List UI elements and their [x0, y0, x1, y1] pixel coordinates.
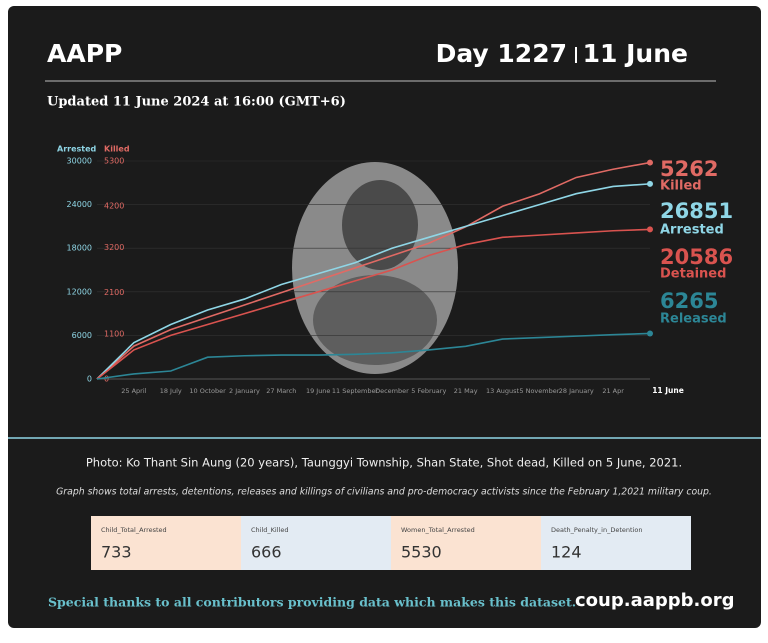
series-line [96, 228, 651, 380]
site: coup.aappb.org [575, 590, 735, 611]
x-tick-label: 5 February [411, 387, 446, 395]
caption: Photo: Ko Thant Sin Aung (20 years), Tau… [86, 456, 682, 470]
end-series-label: Killed [660, 179, 702, 194]
stat-card [541, 516, 691, 570]
x-tick-label: 21 Apr [602, 387, 624, 395]
series-line [96, 161, 651, 380]
y2-tick-label: 5300 [104, 157, 124, 166]
note: Graph shows total arrests, detentions, r… [56, 487, 712, 498]
end-marker [647, 330, 653, 337]
end-series-label: Arrested [660, 223, 724, 238]
y-tick-label: 6000 [72, 331, 92, 340]
photo-detail [342, 180, 418, 270]
x-tick-label: 2 January [229, 387, 260, 395]
y2-tick-label: 2100 [104, 288, 124, 297]
stat-card [91, 516, 241, 570]
end-value-label: 26851 [660, 199, 733, 223]
stat-value: 733 [101, 543, 132, 562]
y-tick-label: 12000 [67, 287, 92, 296]
stat-value: 124 [551, 543, 582, 562]
separator [575, 47, 577, 63]
stats: Child_Total_Arrested 733 Child_Killed 666 Wo… [91, 516, 691, 570]
end-series-label: Detained [660, 267, 726, 282]
x-tick-label: 10 October [189, 387, 226, 395]
title: AAPP [47, 39, 122, 68]
x-tick-label: 19 June [306, 387, 331, 395]
end-value-label: 5262 [660, 157, 718, 181]
end-marker [647, 180, 653, 187]
y-tick-label: 30000 [67, 157, 92, 166]
stat-value: 5530 [401, 543, 442, 562]
x-tick-label: 11 June [652, 386, 684, 395]
stat-card [391, 516, 541, 570]
series-line [96, 332, 651, 380]
x-tick-label: December [375, 387, 409, 395]
stat-card [241, 516, 391, 570]
x-tick-label: 27 March [266, 387, 296, 395]
stat-label: Women_Total_Arrested [401, 526, 475, 534]
x-tick-label: 11 September [332, 387, 379, 395]
y2-tick-label: 1100 [104, 329, 124, 338]
x-tick-label: 21 May [454, 387, 478, 395]
y-tick-label: 24000 [67, 200, 92, 209]
x-tick-label: 5 November [519, 387, 559, 395]
y-axis-label: Arrested [57, 145, 97, 154]
end-value-label: 20586 [660, 245, 733, 269]
y2-tick-label: 4200 [104, 202, 124, 211]
end-marker [647, 159, 653, 166]
x-tick-label: 18 July [160, 387, 182, 395]
series-line [96, 183, 651, 380]
y-tick-label: 0 [87, 375, 92, 384]
end-series-label: Released [660, 312, 727, 327]
y-tick-label: 18000 [67, 244, 92, 253]
updated: Updated 11 June 2024 at 16:00 (GMT+6) [47, 95, 346, 110]
date: 11 June [583, 39, 688, 68]
end-value-label: 6265 [660, 289, 718, 313]
stat-value: 666 [251, 543, 282, 562]
x-tick-label: 25 April [121, 387, 146, 395]
end-marker [647, 226, 653, 233]
stat-label: Death_Penalty_in_Detention [551, 526, 642, 534]
thanks: Special thanks to all contributors provi… [48, 595, 576, 610]
stat-label: Child_Killed [251, 526, 288, 534]
stat-label: Child_Total_Arrested [101, 526, 167, 534]
photo-detail [313, 275, 437, 365]
x-tick-label: 13 August [486, 387, 520, 395]
x-tick-label: 28 January [559, 387, 594, 395]
y2-tick-label: 3200 [104, 243, 124, 252]
y2-axis-label: Killed [104, 145, 130, 154]
chart: Arrested Killed 0 6000 12000 18000 24000 3000… [57, 145, 733, 396]
day: Day 1227 [436, 39, 567, 68]
